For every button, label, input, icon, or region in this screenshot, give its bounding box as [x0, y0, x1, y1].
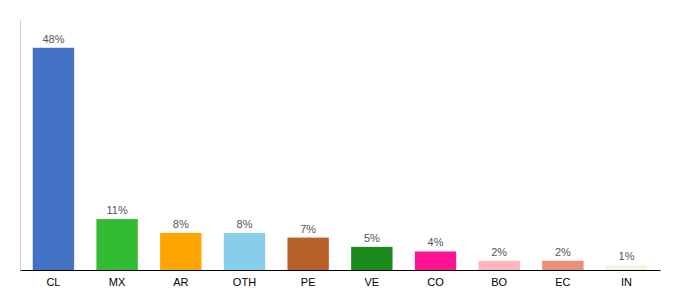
x-tick-label: CO [427, 276, 444, 288]
x-tick: IN [621, 276, 632, 288]
data-label: 1% [619, 250, 635, 262]
bar [96, 219, 137, 270]
x-tick: VE [364, 276, 379, 288]
data-label: 11% [107, 204, 128, 216]
x-axis: CL MX AR OTH PE VE CO BO EC IN [21, 271, 661, 288]
x-tick: OTH [233, 276, 256, 288]
bar [33, 48, 74, 270]
bar [287, 238, 328, 270]
x-tick-label: IN [621, 276, 632, 288]
bar [479, 261, 520, 270]
x-tick: AR [173, 276, 188, 288]
x-tick: EC [555, 276, 570, 288]
data-labels: 48% 11% 8% 8% 7% 5% 4% 2% 2% 1% [42, 33, 634, 263]
x-axis-line [21, 270, 661, 271]
x-tick-label: MX [109, 276, 126, 288]
x-tick-label: PE [301, 276, 316, 288]
bar [415, 251, 456, 270]
data-label: 2% [555, 246, 571, 258]
x-tick: MX [109, 276, 126, 288]
plot: 48% 11% 8% 8% 7% 5% 4% 2% 2% 1% CL MX AR OTH PE VE CO BO E… [21, 21, 661, 288]
y-axis [20, 21, 21, 271]
bar [542, 261, 583, 270]
bar [351, 247, 392, 270]
x-tick-label: BO [491, 276, 507, 288]
data-label: 4% [428, 236, 444, 248]
x-tick-label: OTH [233, 276, 256, 288]
x-tick-label: EC [555, 276, 570, 288]
y-axis-line [20, 21, 21, 271]
bar [606, 265, 647, 270]
x-tick-label: VE [364, 276, 379, 288]
data-label: 2% [491, 246, 507, 258]
x-tick-label: AR [173, 276, 188, 288]
data-label: 48% [42, 33, 64, 45]
x-tick: CO [427, 276, 444, 288]
bars [33, 48, 648, 270]
data-label: 7% [300, 223, 316, 235]
data-label: 8% [173, 218, 189, 230]
data-label: 8% [237, 218, 253, 230]
x-tick-label: CL [46, 276, 60, 288]
bar [224, 233, 265, 270]
bar [160, 233, 201, 270]
chart: 48% 11% 8% 8% 7% 5% 4% 2% 2% 1% CL MX AR OTH PE VE CO BO E… [0, 0, 680, 300]
data-label: 5% [364, 232, 380, 244]
x-tick: BO [491, 276, 507, 288]
x-tick: CL [46, 276, 60, 288]
x-tick: PE [301, 276, 316, 288]
